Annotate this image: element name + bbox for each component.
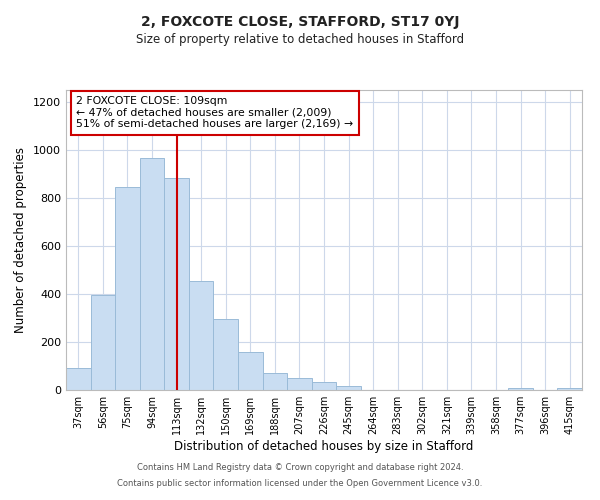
Bar: [287, 378, 312, 390]
Text: Size of property relative to detached houses in Stafford: Size of property relative to detached ho…: [136, 32, 464, 46]
Y-axis label: Number of detached properties: Number of detached properties: [14, 147, 28, 333]
Text: 2 FOXCOTE CLOSE: 109sqm
← 47% of detached houses are smaller (2,009)
51% of semi: 2 FOXCOTE CLOSE: 109sqm ← 47% of detache…: [76, 96, 353, 129]
Bar: [66, 368, 91, 390]
Text: 2, FOXCOTE CLOSE, STAFFORD, ST17 0YJ: 2, FOXCOTE CLOSE, STAFFORD, ST17 0YJ: [141, 15, 459, 29]
Bar: [557, 388, 582, 390]
Bar: [91, 295, 115, 390]
Bar: [189, 281, 214, 390]
Bar: [508, 388, 533, 390]
Text: Contains HM Land Registry data © Crown copyright and database right 2024.: Contains HM Land Registry data © Crown c…: [137, 464, 463, 472]
Bar: [140, 158, 164, 390]
Text: Contains public sector information licensed under the Open Government Licence v3: Contains public sector information licen…: [118, 478, 482, 488]
X-axis label: Distribution of detached houses by size in Stafford: Distribution of detached houses by size …: [175, 440, 473, 453]
Bar: [312, 382, 336, 390]
Bar: [164, 178, 189, 390]
Bar: [263, 372, 287, 390]
Bar: [214, 319, 238, 390]
Bar: [238, 352, 263, 390]
Bar: [336, 386, 361, 390]
Bar: [115, 187, 140, 390]
